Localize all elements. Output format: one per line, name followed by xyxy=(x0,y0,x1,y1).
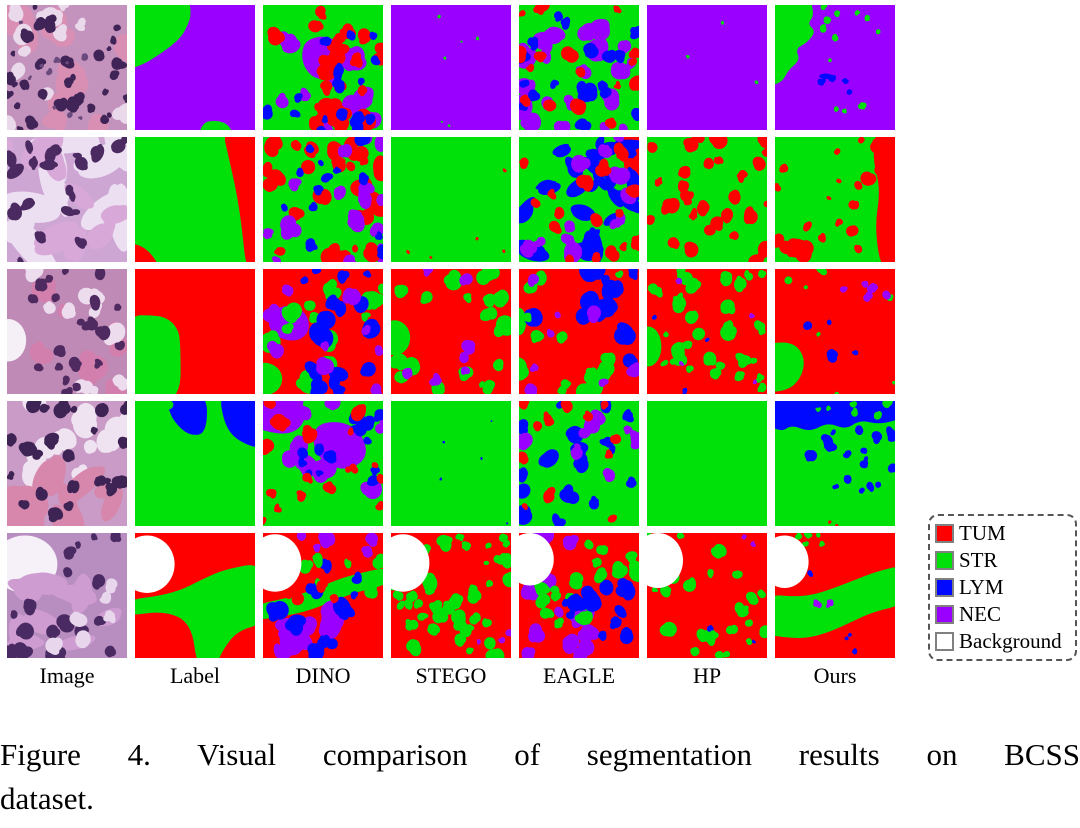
segmentation-mask-canvas xyxy=(519,533,639,658)
mask-dino-r3 xyxy=(263,269,383,394)
mask-dino-r1 xyxy=(263,5,383,130)
caption-line-2: dataset. xyxy=(0,781,94,816)
mask-dino-r4 xyxy=(263,401,383,526)
legend-label-lym: LYM xyxy=(959,575,1004,599)
histology-canvas xyxy=(7,269,127,394)
segmentation-mask-canvas xyxy=(263,137,383,262)
legend-label-str: STR xyxy=(959,548,998,572)
mask-ours-r5 xyxy=(775,533,895,658)
segmentation-mask-canvas xyxy=(135,401,255,526)
mask-stego-r5 xyxy=(391,533,511,658)
legend-swatch-background xyxy=(935,632,954,651)
column-label-ours: Ours xyxy=(813,663,857,688)
column-label-hp: HP xyxy=(692,663,722,688)
mask-stego-r1 xyxy=(391,5,511,130)
legend-item-lym: LYM xyxy=(935,574,1072,601)
segmentation-mask-canvas xyxy=(775,137,895,262)
histology-image-r4 xyxy=(7,401,127,526)
histology-image-r5 xyxy=(7,533,127,658)
legend-label-nec: NEC xyxy=(959,602,1001,626)
column-label-eagle: EAGLE xyxy=(542,663,616,688)
legend-box: TUM STR LYM NEC Background xyxy=(928,514,1077,661)
segmentation-mask-canvas xyxy=(647,269,767,394)
segmentation-mask-canvas xyxy=(647,533,767,658)
mask-eagle-r5 xyxy=(519,533,639,658)
mask-eagle-r4 xyxy=(519,401,639,526)
mask-hp-r3 xyxy=(647,269,767,394)
segmentation-mask-canvas xyxy=(391,401,511,526)
segmentation-mask-canvas xyxy=(263,401,383,526)
segmentation-mask-canvas xyxy=(135,5,255,130)
mask-dino-r2 xyxy=(263,137,383,262)
segmentation-mask-canvas xyxy=(391,269,511,394)
mask-hp-r2 xyxy=(647,137,767,262)
segmentation-mask-canvas xyxy=(391,533,511,658)
segmentation-mask-canvas xyxy=(519,269,639,394)
mask-hp-r1 xyxy=(647,5,767,130)
histology-canvas xyxy=(7,137,127,262)
mask-ours-r3 xyxy=(775,269,895,394)
histology-canvas xyxy=(7,5,127,130)
segmentation-mask-canvas xyxy=(135,533,255,658)
mask-dino-r5 xyxy=(263,533,383,658)
segmentation-mask-canvas xyxy=(391,137,511,262)
legend-item-nec: NEC xyxy=(935,601,1072,628)
mask-ours-r2 xyxy=(775,137,895,262)
column-label-stego: STEGO xyxy=(415,663,487,688)
segmentation-mask-canvas xyxy=(775,269,895,394)
mask-label-r4 xyxy=(135,401,255,526)
mask-stego-r4 xyxy=(391,401,511,526)
segmentation-mask-canvas xyxy=(519,5,639,130)
mask-ours-r4 xyxy=(775,401,895,526)
column-label-image: Image xyxy=(39,663,95,688)
mask-eagle-r3 xyxy=(519,269,639,394)
column-label-label: Label xyxy=(169,663,221,688)
mask-hp-r4 xyxy=(647,401,767,526)
mask-hp-r5 xyxy=(647,533,767,658)
legend-label-background: Background xyxy=(959,629,1062,653)
segmentation-mask-canvas xyxy=(263,269,383,394)
segmentation-mask-canvas xyxy=(647,5,767,130)
legend-item-tum: TUM xyxy=(935,520,1072,547)
histology-image-r2 xyxy=(7,137,127,262)
segmentation-mask-canvas xyxy=(391,5,511,130)
segmentation-mask-canvas xyxy=(775,5,895,130)
legend-swatch-lym xyxy=(935,578,954,597)
histology-image-r3 xyxy=(7,269,127,394)
segmentation-mask-canvas xyxy=(647,401,767,526)
segmentation-mask-canvas xyxy=(775,401,895,526)
histology-image-r1 xyxy=(7,5,127,130)
figure-caption: Figure 4. Visual comparison of segmentat… xyxy=(0,733,1080,821)
figure-grid xyxy=(7,5,895,658)
segmentation-mask-canvas xyxy=(519,137,639,262)
legend-swatch-str xyxy=(935,551,954,570)
mask-label-r2 xyxy=(135,137,255,262)
segmentation-mask-canvas xyxy=(519,401,639,526)
column-label-dino: DINO xyxy=(295,663,351,688)
segmentation-mask-canvas xyxy=(263,5,383,130)
mask-label-r3 xyxy=(135,269,255,394)
legend-item-background: Background xyxy=(935,628,1072,655)
legend-swatch-tum xyxy=(935,524,954,543)
histology-canvas xyxy=(7,533,127,658)
mask-eagle-r1 xyxy=(519,5,639,130)
mask-label-r5 xyxy=(135,533,255,658)
segmentation-mask-canvas xyxy=(135,137,255,262)
histology-canvas xyxy=(7,401,127,526)
mask-stego-r3 xyxy=(391,269,511,394)
segmentation-mask-canvas xyxy=(135,269,255,394)
mask-stego-r2 xyxy=(391,137,511,262)
legend-swatch-nec xyxy=(935,605,954,624)
mask-ours-r1 xyxy=(775,5,895,130)
segmentation-mask-canvas xyxy=(647,137,767,262)
mask-label-r1 xyxy=(135,5,255,130)
legend-item-str: STR xyxy=(935,547,1072,574)
legend-label-tum: TUM xyxy=(959,521,1006,545)
segmentation-mask-canvas xyxy=(775,533,895,658)
segmentation-mask-canvas xyxy=(263,533,383,658)
caption-line-1: Figure 4. Visual comparison of segmentat… xyxy=(0,737,1080,772)
column-labels: Image Label DINO STEGO EAGLE HP Ours xyxy=(7,661,895,691)
mask-eagle-r2 xyxy=(519,137,639,262)
